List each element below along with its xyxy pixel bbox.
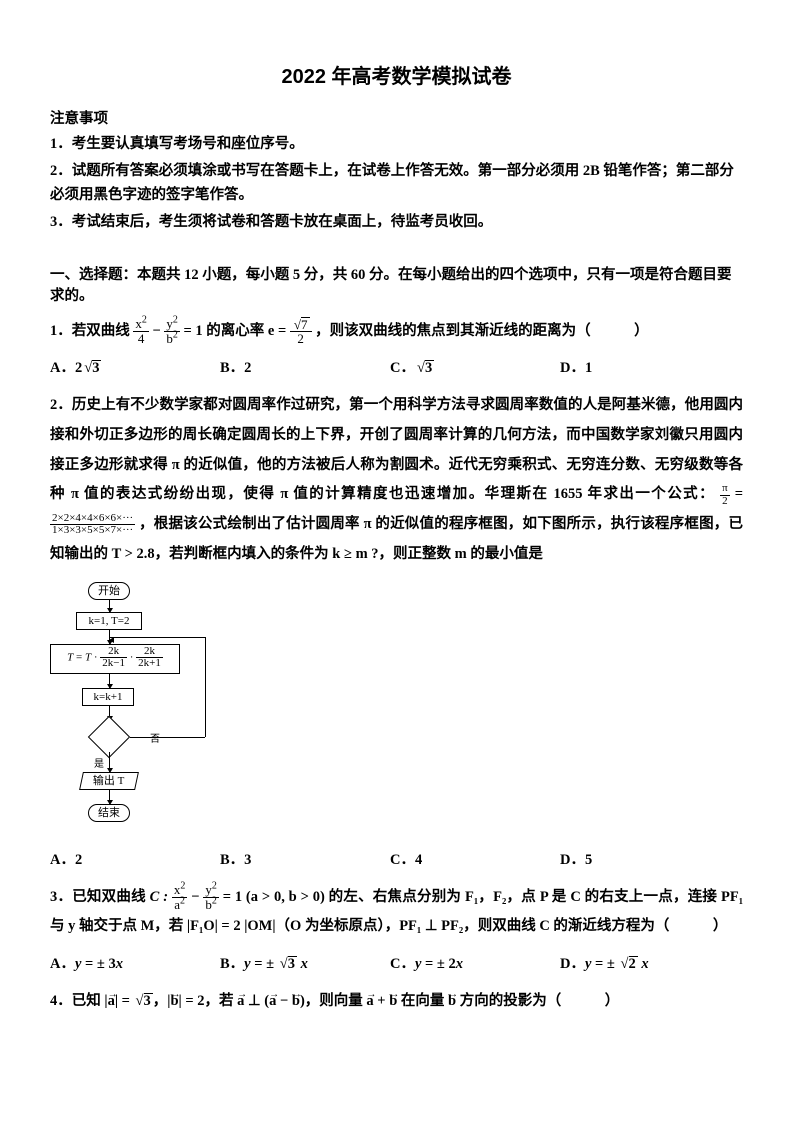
q2-flowchart: 开始 k=1, T=2 T = T · 2k2k−1 · 2k2k+1 k=k+…	[50, 582, 743, 830]
fc-calc: T = T · 2k2k−1 · 2k2k+1	[50, 644, 180, 674]
q2-d-val: 5	[585, 852, 592, 868]
q2-lhs-n: π	[720, 483, 730, 496]
fc-arrow-3	[109, 674, 110, 688]
q2-opt-b: B．3	[220, 848, 390, 869]
fc-output-text: 输出 T	[93, 773, 124, 790]
fc-hline-1	[130, 737, 205, 738]
q1-tail: ，则该双曲线的焦点到其渐近线的距离为（ ）	[315, 323, 649, 339]
fc-init: k=1, T=2	[76, 612, 142, 630]
q2-text-a: 2．历史上有不少数学家都对圆周率作过研究，第一个用科学方法寻求圆周率数值的人是阿…	[50, 397, 743, 502]
q1-eccd: 2	[290, 332, 312, 346]
fc-output: 输出 T	[79, 772, 139, 790]
q2-opt-a: A．2	[50, 848, 220, 869]
q1-ecc-frac: 7 2	[290, 317, 312, 346]
notice-heading: 注意事项	[50, 107, 743, 128]
q1-opt-b-val: 2	[244, 360, 251, 376]
question-2: 2．历史上有不少数学家都对圆周率作过研究，第一个用科学方法寻求圆周率数值的人是阿…	[50, 391, 743, 569]
q1-frac1: x2 4	[133, 317, 149, 345]
section-1-heading: 一、选择题：本题共 12 小题，每小题 5 分，共 60 分。在每小题给出的四个…	[50, 263, 743, 305]
q1-opt-d-val: 1	[585, 360, 592, 376]
q3-curve-label: C :	[150, 889, 168, 905]
fc-arrowhead-loop	[109, 637, 114, 643]
q3-opt-c: C．y = ± 2x	[390, 952, 560, 973]
q2-rhs-d: 1×3×3×5×5×7×···	[50, 525, 135, 537]
q2-lhs: π 2	[720, 483, 730, 507]
exam-page: 2022 年高考数学模拟试卷 注意事项 1．考生要认真填写考场号和座位序号。 2…	[0, 0, 793, 1122]
q3-frac1: x2 a2	[172, 883, 188, 911]
instruction-2: 2．试题所有答案必须填涂或书写在答题卡上，在试卷上作答无效。第一部分必须用 2B…	[50, 159, 743, 208]
q1-frac2: y2 b2	[164, 317, 180, 345]
q1-mid: = 1 的离心率	[184, 323, 265, 339]
fc-arrow-6	[109, 790, 110, 804]
q2-a-val: 2	[75, 852, 82, 868]
q3-opt-b: B．y = ± 3 x	[220, 952, 390, 973]
q3-opt-a: A．y = ± 3x	[50, 952, 220, 973]
question-3: 3．已知双曲线 C : x2 a2 − y2 b2 = 1 (a > 0, b …	[50, 883, 743, 942]
q2-opt-d: D．5	[560, 848, 730, 869]
fc-end: 结束	[88, 804, 130, 822]
question-4: 4．已知 |a| = 3，|b| = 2，若 a ⊥ (a − b)，则向量 a…	[50, 987, 743, 1017]
q1-opt-d: D．1	[560, 356, 730, 377]
question-1: 1．若双曲线 x2 4 − y2 b2 = 1 的离心率 e = 7 2 ，则该…	[50, 317, 743, 347]
q1-opt-b: B．2	[220, 356, 390, 377]
fc-hline-2	[109, 637, 205, 638]
q1-eccn: 7	[301, 317, 310, 331]
q1-opt-c: C．3	[390, 356, 560, 377]
q2-opt-c: C．4	[390, 848, 560, 869]
fc-arrow-5	[109, 752, 110, 772]
q2-options: A．2 B．3 C．4 D．5	[50, 848, 743, 869]
instruction-3: 3．考试结束后，考生须将试卷和答题卡放在桌面上，待监考员收回。	[50, 210, 743, 235]
q2-lhs-d: 2	[720, 496, 730, 508]
q1-f1d: 4	[133, 332, 149, 346]
instruction-1: 1．考生要认真填写考场号和座位序号。	[50, 132, 743, 157]
q2-rhs: 2×2×4×4×6×6×··· 1×3×3×5×5×7×···	[50, 513, 135, 537]
fc-vline-1	[205, 637, 206, 737]
fc-arrow-1	[109, 600, 110, 612]
page-title: 2022 年高考数学模拟试卷	[50, 60, 743, 89]
q3-frac2: y2 b2	[203, 883, 219, 911]
q2-c-val: 4	[415, 852, 422, 868]
q1-options: A．23 B．2 C．3 D．1	[50, 356, 743, 377]
q3-opt-d: D．y = ± 2 x	[560, 952, 730, 973]
q2-text-b: ，根据该公式绘制出了估计圆周率 π 的近似值的程序框图，如下图所示，执行该程序框…	[50, 516, 743, 562]
q1-opt-a: A．23	[50, 356, 220, 377]
q3-options: A．y = ± 3x B．y = ± 3 x C．y = ± 2x D．y = …	[50, 952, 743, 973]
q1-prefix: 1．若双曲线	[50, 323, 130, 339]
fc-start: 开始	[88, 582, 130, 600]
q1-ecc-label: e =	[268, 323, 286, 339]
q3-prefix: 3．已知双曲线	[50, 889, 146, 905]
q2-b-val: 3	[244, 852, 251, 868]
fc-yes-label: 是	[94, 755, 104, 770]
fc-inc: k=k+1	[82, 688, 134, 706]
